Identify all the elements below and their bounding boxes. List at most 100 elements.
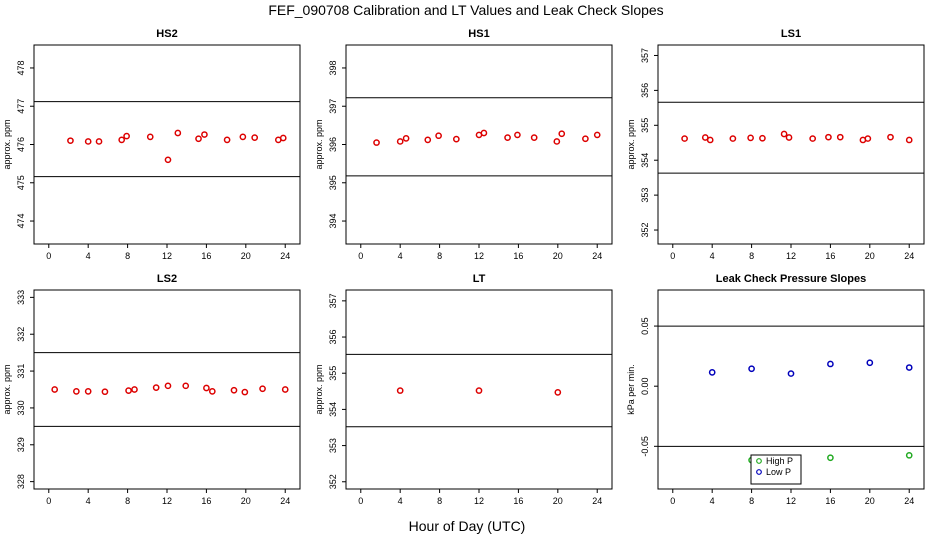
x-tick-label: 4 xyxy=(398,496,403,506)
data-point xyxy=(281,386,289,393)
x-tick-label: 12 xyxy=(786,251,796,261)
data-point xyxy=(759,134,766,142)
data-point xyxy=(729,135,737,142)
y-tick-label: 354 xyxy=(328,402,338,417)
panel-title: HS2 xyxy=(156,28,177,40)
data-point xyxy=(706,136,714,144)
y-tick-label: 353 xyxy=(328,438,338,453)
y-tick-label: 476 xyxy=(16,137,26,152)
data-point xyxy=(230,386,238,394)
y-tick-label: 328 xyxy=(16,474,26,489)
data-point xyxy=(864,135,872,142)
y-tick-label: 0.00 xyxy=(640,377,650,395)
data-point xyxy=(748,365,755,373)
data-point xyxy=(681,135,688,142)
x-tick-label: 12 xyxy=(162,251,172,261)
data-point xyxy=(809,135,817,142)
x-tick-label: 12 xyxy=(162,496,172,506)
y-tick-label: 395 xyxy=(328,175,338,190)
panel-title: LS2 xyxy=(157,273,177,285)
data-point xyxy=(152,384,160,392)
data-point xyxy=(553,138,561,145)
panel-1: HS2 0 4 8 12 16 20 24 474 475 476 477 478 approx. ppm xyxy=(2,28,301,261)
data-point xyxy=(101,388,109,396)
data-point xyxy=(396,138,404,145)
x-tick-label: 16 xyxy=(825,251,835,261)
y-tick-label: 357 xyxy=(640,48,650,63)
data-point xyxy=(708,369,716,376)
x-tick-label: 24 xyxy=(592,251,602,261)
x-axis-label: Hour of Day (UTC) xyxy=(409,518,526,534)
y-tick-label: 353 xyxy=(640,188,650,203)
data-point xyxy=(182,382,190,390)
x-tick-label: 16 xyxy=(825,496,835,506)
data-point xyxy=(174,129,182,137)
data-point xyxy=(866,359,874,367)
x-tick-label: 20 xyxy=(241,496,251,506)
data-point xyxy=(84,387,92,395)
data-point xyxy=(203,384,210,392)
panel-title: Leak Check Pressure Slopes xyxy=(716,273,866,285)
data-point xyxy=(402,135,410,142)
data-point xyxy=(475,387,483,394)
y-axis-label: approx. ppm xyxy=(314,119,324,169)
x-tick-label: 12 xyxy=(474,496,484,506)
x-tick-label: 0 xyxy=(670,496,675,506)
data-point xyxy=(787,370,795,377)
x-tick-label: 4 xyxy=(86,251,91,261)
data-point xyxy=(582,135,589,143)
y-tick-label: 352 xyxy=(640,223,650,238)
panels: HS2 0 4 8 12 16 20 24 474 475 476 477 478 approx. ppm… xyxy=(2,28,925,506)
data-point xyxy=(558,130,566,138)
x-tick-label: 20 xyxy=(553,496,563,506)
x-tick-label: 16 xyxy=(201,496,211,506)
y-tick-label: 397 xyxy=(328,99,338,114)
plot-frame xyxy=(345,44,613,245)
y-axis-label: approx. ppm xyxy=(2,364,12,414)
x-tick-label: 4 xyxy=(710,496,715,506)
y-tick-label: 331 xyxy=(16,364,26,379)
data-point xyxy=(827,454,834,462)
legend-label: Low P xyxy=(766,467,791,477)
y-tick-label: 333 xyxy=(16,290,26,305)
x-tick-label: 20 xyxy=(553,251,563,261)
y-axis-label: approx. ppm xyxy=(2,119,12,169)
data-point xyxy=(424,136,432,144)
data-point xyxy=(251,134,259,141)
data-point xyxy=(373,139,380,146)
data-point xyxy=(905,451,913,459)
data-point xyxy=(241,388,249,396)
data-point xyxy=(201,131,208,138)
panel-3: LS1 0 4 8 12 16 20 24 352 353 354 355 356 357 approx. … xyxy=(626,28,925,261)
figure-title: FEF_090708 Calibration and LT Values and… xyxy=(268,2,663,18)
panel-title: LT xyxy=(473,273,486,285)
x-tick-label: 24 xyxy=(592,496,602,506)
plot-frame xyxy=(345,289,613,490)
x-tick-label: 4 xyxy=(86,496,91,506)
panel-5: LT 0 4 8 12 16 20 24 352 353 354 355 356 357 approx. p… xyxy=(314,273,613,506)
panel-6: Leak Check Pressure Slopes 0 4 8 12 16 20 24 -0.… xyxy=(626,273,925,506)
data-point xyxy=(223,136,231,144)
data-point xyxy=(73,387,80,395)
x-tick-label: 0 xyxy=(46,251,51,261)
x-tick-label: 4 xyxy=(710,251,715,261)
data-point xyxy=(51,386,59,393)
x-tick-label: 12 xyxy=(786,496,796,506)
y-tick-label: 352 xyxy=(328,474,338,489)
panel-2: HS1 0 4 8 12 16 20 24 394 395 396 397 398 approx. ppm xyxy=(314,28,613,261)
y-tick-label: 329 xyxy=(16,437,26,452)
x-tick-label: 8 xyxy=(437,496,442,506)
data-point xyxy=(701,134,709,141)
x-tick-label: 20 xyxy=(865,251,875,261)
x-tick-label: 4 xyxy=(398,251,403,261)
plot-frame xyxy=(33,44,301,245)
data-point xyxy=(259,385,266,393)
data-point xyxy=(554,389,562,396)
x-tick-label: 16 xyxy=(201,251,211,261)
data-point xyxy=(780,130,788,138)
data-point xyxy=(593,131,601,139)
data-point xyxy=(887,133,894,141)
data-point xyxy=(164,156,172,164)
data-point xyxy=(905,136,913,144)
y-tick-label: 355 xyxy=(328,366,338,381)
